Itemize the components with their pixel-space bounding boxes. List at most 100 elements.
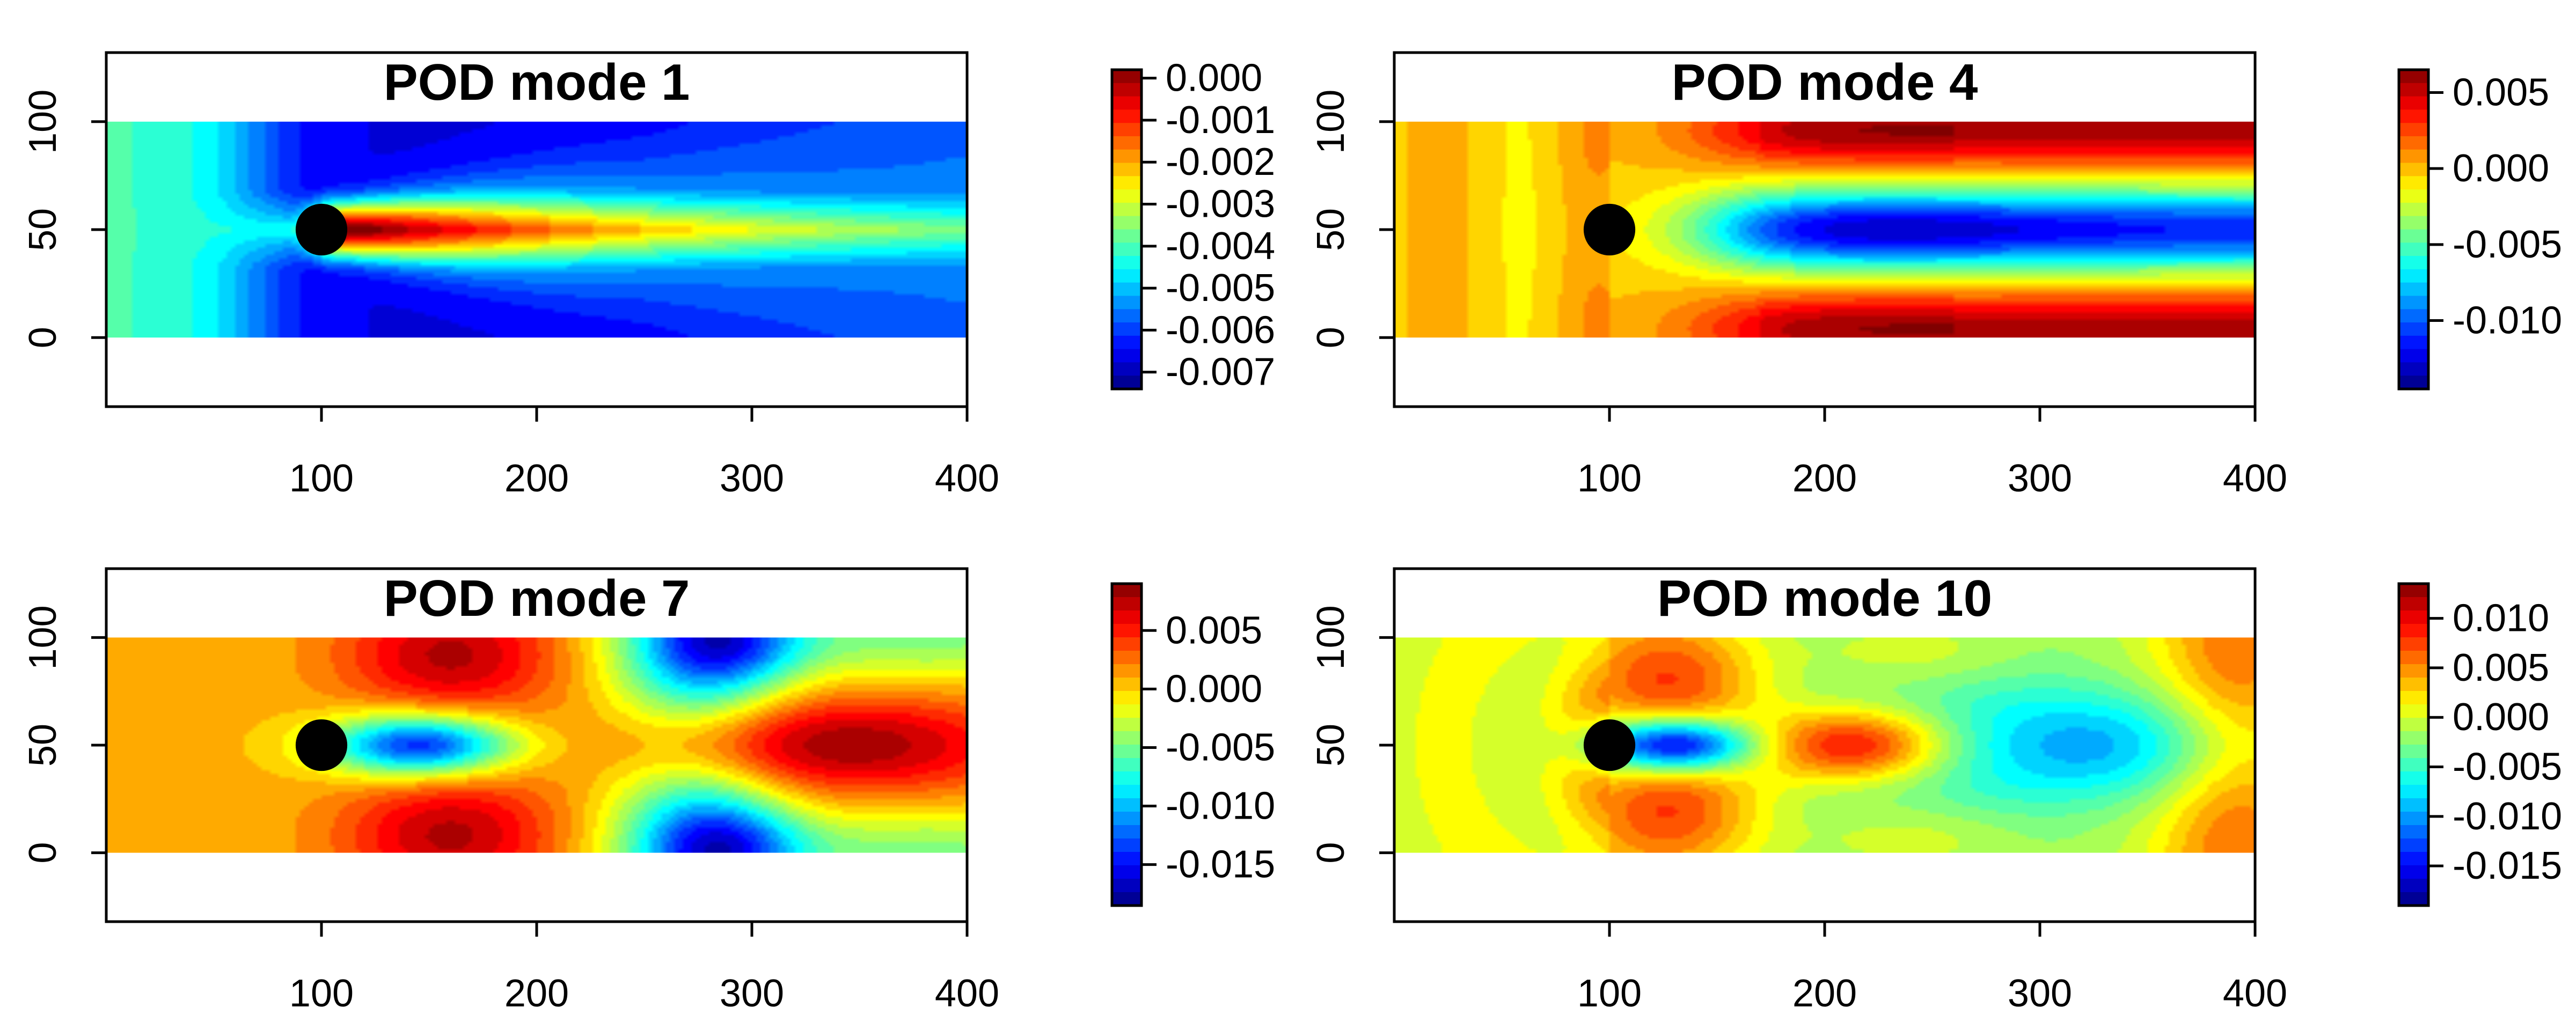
field-heatmap [1394, 637, 2255, 853]
colorbar-tick-label: -0.005 [1166, 267, 1275, 310]
x-tick-label: 400 [2223, 972, 2287, 1015]
panel-4: POD mode 10 100 200 300 400 0 50 100 0.010 0.005 0… [1309, 567, 2562, 1015]
y-tick-label: 0 [21, 842, 64, 864]
panel-2: POD mode 4 100 200 300 400 0 50 100 0.005 0.000 -0… [1309, 51, 2562, 500]
colorbar-swatch [2399, 610, 2428, 624]
y-tick-label: 0 [21, 327, 64, 348]
y-tick-label: 50 [1309, 208, 1352, 251]
y-tick-label: 0 [1309, 327, 1352, 348]
panel-title: POD mode 1 [384, 54, 690, 111]
colorbar-tick-label: -0.005 [2453, 223, 2562, 266]
cylinder-obstacle [295, 203, 348, 256]
colorbar-swatch [2399, 812, 2428, 826]
colorbar-swatch [1112, 256, 1141, 270]
colorbar-swatch [1112, 691, 1141, 705]
colorbar-swatch [1112, 584, 1141, 598]
colorbar-swatch [2399, 136, 2428, 150]
colorbar-swatch [1112, 879, 1141, 893]
x-tick-label: 200 [504, 972, 569, 1015]
colorbar-tick-label: -0.003 [1166, 183, 1275, 226]
colorbar-swatch [2399, 704, 2428, 718]
colorbar-swatch [1112, 597, 1141, 611]
colorbar-swatch [1112, 718, 1141, 732]
colorbar-swatch [1112, 758, 1141, 772]
colorbar-swatch [1112, 678, 1141, 691]
colorbar-tick-label: 0.000 [2453, 696, 2549, 739]
colorbar-swatch [1112, 282, 1141, 297]
colorbar-swatch [2399, 852, 2428, 866]
colorbar-tick-label: -0.010 [2453, 795, 2562, 838]
colorbar-swatch [2399, 96, 2428, 110]
colorbar-swatch [2399, 678, 2428, 691]
colorbar-swatch [2399, 624, 2428, 638]
x-tick-label: 300 [2008, 972, 2072, 1015]
colorbar-swatch [2399, 771, 2428, 785]
x-tick-label: 200 [1792, 972, 1857, 1015]
colorbar-swatch [1112, 202, 1141, 217]
colorbar-swatch [2399, 825, 2428, 839]
colorbar-swatch [1112, 123, 1141, 137]
colorbar-swatch [2399, 664, 2428, 678]
colorbar-swatch [1112, 825, 1141, 839]
colorbar-tick-label: -0.015 [1166, 843, 1275, 886]
panel-3: POD mode 7 100 200 300 400 0 50 100 0.005 0.000 -0… [21, 567, 1275, 1015]
colorbar-swatch [2399, 892, 2428, 906]
x-tick-label: 200 [1792, 457, 1857, 500]
cylinder-obstacle [1583, 203, 1636, 256]
colorbar-swatch [2399, 731, 2428, 745]
x-tick-label: 300 [720, 972, 784, 1015]
colorbar-swatch [1112, 731, 1141, 745]
colorbar-swatch [1112, 637, 1141, 651]
colorbar-swatch [1112, 149, 1141, 164]
colorbar-swatch [2399, 296, 2428, 310]
colorbar-swatch [2399, 163, 2428, 176]
colorbar-swatch [1112, 242, 1141, 256]
colorbar-tick-label: 0.000 [1166, 667, 1262, 710]
colorbar-swatch [2399, 216, 2428, 230]
colorbar-swatch [2399, 256, 2428, 270]
colorbar-swatch [1112, 745, 1141, 759]
colorbar-swatch [1112, 216, 1141, 230]
colorbar-swatch [2399, 83, 2428, 97]
colorbar-swatch [2399, 745, 2428, 759]
colorbar-swatch [2399, 70, 2428, 84]
colorbar-swatch [1112, 892, 1141, 906]
y-tick-label: 0 [1309, 842, 1352, 864]
colorbar-swatch [2399, 202, 2428, 217]
colorbar-swatch [1112, 704, 1141, 718]
colorbar-swatch [2399, 322, 2428, 336]
colorbar-tick-label: 0.000 [1166, 57, 1262, 100]
colorbar-swatch [1112, 664, 1141, 678]
colorbar-tick-label: -0.002 [1166, 141, 1275, 183]
colorbar-tick-label: -0.005 [2453, 746, 2562, 789]
colorbar-swatch [1112, 309, 1141, 323]
colorbar-swatch [2399, 229, 2428, 243]
colorbar-swatch [1112, 136, 1141, 150]
colorbar-swatch [1112, 163, 1141, 176]
colorbar-swatch [1112, 176, 1141, 190]
colorbar-frame [1110, 68, 1143, 391]
colorbar-swatch [2399, 189, 2428, 203]
colorbar-swatch [1112, 269, 1141, 283]
colorbar-swatch [1112, 610, 1141, 624]
x-tick-label: 400 [935, 457, 999, 500]
colorbar-swatch [1112, 335, 1141, 350]
colorbar-swatch [2399, 758, 2428, 772]
colorbar-swatch [2399, 376, 2428, 389]
colorbar-swatch [1112, 838, 1141, 852]
colorbar-tick-label: -0.007 [1166, 351, 1275, 394]
x-tick-label: 400 [935, 972, 999, 1015]
field-heatmap [106, 637, 967, 853]
colorbar-swatch [1112, 771, 1141, 785]
y-tick-label: 50 [21, 724, 64, 767]
y-tick-label: 100 [21, 605, 64, 670]
colorbar-swatch [2399, 838, 2428, 852]
colorbar-tick-label: 0.005 [2453, 646, 2549, 689]
panel-title: POD mode 10 [1657, 570, 1992, 627]
colorbar-swatch [2399, 176, 2428, 190]
colorbar-tick-label: -0.001 [1166, 99, 1275, 142]
colorbar-tick-label: 0.010 [2453, 597, 2549, 640]
x-tick-label: 100 [1577, 457, 1642, 500]
